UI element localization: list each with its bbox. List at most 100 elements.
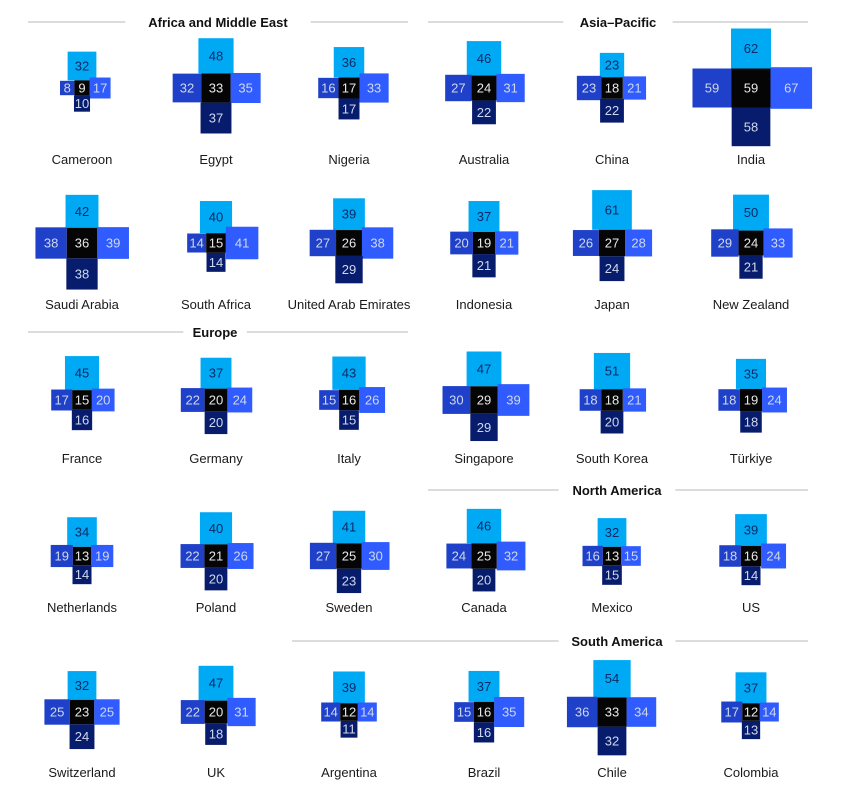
bottom-value-label: 22 (605, 103, 619, 118)
right-square (770, 67, 813, 109)
country-label: Argentina (321, 765, 377, 780)
left-square (721, 701, 743, 723)
top-value-label: 42 (75, 204, 89, 219)
bottom-square (339, 410, 359, 430)
right-square (625, 229, 653, 257)
top-square (593, 660, 631, 698)
country-glyph: 47 22 31 18 20 UK (180, 665, 256, 780)
top-square (199, 512, 233, 545)
left-square (576, 75, 602, 101)
country-label: UK (207, 765, 225, 780)
country-glyph: 39 18 24 14 16 US (719, 514, 787, 615)
right-value-label: 21 (627, 393, 641, 408)
center-value-label: 24 (477, 81, 491, 96)
bottom-value-label: 22 (477, 105, 491, 120)
section-title: Asia–Pacific (580, 15, 657, 30)
top-square (466, 508, 502, 544)
country-label: Chile (597, 765, 627, 780)
right-value-label: 14 (360, 705, 374, 720)
right-value-label: 33 (771, 236, 785, 251)
right-value-label: 31 (503, 81, 517, 96)
left-square (35, 227, 67, 259)
bottom-square (741, 566, 761, 586)
top-square (333, 671, 365, 704)
country-glyph: 43 15 26 15 16 Italy (319, 356, 386, 466)
country-glyph: 37 15 35 16 16 Brazil (454, 670, 525, 780)
right-value-label: 33 (367, 81, 381, 96)
country-glyph: 47 30 39 29 29 Singapore (442, 351, 530, 466)
left-value-label: 15 (322, 393, 336, 408)
center-square (731, 68, 771, 108)
bottom-square (69, 724, 95, 750)
bottom-square (731, 107, 771, 147)
country-glyph: 32 16 15 15 13 Mexico (582, 518, 641, 615)
top-square (198, 38, 234, 74)
top-square (468, 201, 500, 232)
center-value-label: 21 (209, 549, 223, 564)
bottom-square (472, 254, 496, 278)
center-square (66, 227, 98, 259)
top-square (731, 28, 771, 69)
country-label: Singapore (454, 451, 513, 466)
bottom-square (206, 252, 226, 272)
country-label: New Zealand (713, 297, 790, 312)
country-glyph: 40 22 26 20 21 Poland (180, 512, 254, 615)
left-value-label: 25 (50, 705, 64, 720)
section-headers: Africa and Middle East Asia–Pacific Europe… (28, 13, 808, 650)
left-value-label: 27 (451, 81, 465, 96)
center-value-label: 29 (477, 393, 491, 408)
section-title: Africa and Middle East (148, 15, 288, 30)
bottom-square (600, 98, 624, 123)
right-value-label: 24 (233, 393, 247, 408)
top-square (198, 665, 234, 701)
country-label: Netherlands (47, 600, 118, 615)
top-square (332, 510, 366, 544)
top-value-label: 37 (477, 209, 491, 224)
center-value-label: 16 (477, 705, 491, 720)
left-square (180, 388, 205, 412)
bottom-value-label: 11 (342, 722, 356, 737)
bottom-value-label: 38 (75, 266, 89, 281)
top-value-label: 32 (75, 59, 89, 74)
right-square (626, 697, 657, 727)
center-square (72, 546, 92, 566)
top-square (599, 52, 625, 78)
left-square (454, 702, 474, 722)
bottom-square (739, 255, 763, 279)
bottom-value-label: 13 (744, 722, 758, 737)
country-glyph: 36 16 33 17 17 Nigeria (318, 47, 389, 167)
country-glyph: 34 19 19 14 13 Netherlands (47, 517, 118, 615)
center-value-label: 15 (209, 236, 223, 251)
country-glyph: 48 32 35 37 33 Egypt (172, 38, 261, 167)
left-square (718, 389, 740, 411)
country-glyph: 50 29 33 21 24 New Zealand (711, 194, 793, 312)
bottom-square (340, 720, 358, 738)
left-square (321, 702, 341, 722)
right-square (91, 388, 115, 412)
bottom-square (599, 256, 625, 282)
country-glyph: 32 8 17 109 Cameroon (52, 51, 112, 167)
left-value-label: 26 (579, 236, 593, 251)
left-value-label: 22 (185, 393, 199, 408)
bottom-value-label: 14 (75, 567, 89, 582)
top-value-label: 48 (209, 48, 223, 63)
top-value-label: 32 (75, 678, 89, 693)
left-square (582, 545, 603, 567)
top-value-label: 36 (342, 55, 356, 70)
center-value-label: 36 (75, 236, 89, 251)
country-label: South Korea (576, 451, 649, 466)
center-value-label: 20 (209, 393, 223, 408)
top-value-label: 47 (209, 676, 223, 691)
top-square (592, 190, 632, 230)
right-value-label: 39 (506, 393, 520, 408)
center-square (69, 699, 95, 725)
left-value-label: 22 (185, 705, 199, 720)
left-value-label: 36 (575, 705, 589, 720)
left-value-label: 29 (718, 236, 732, 251)
center-square (602, 546, 622, 566)
country-label: Nigeria (328, 152, 370, 167)
center-value-label: 33 (209, 81, 223, 96)
bottom-value-label: 23 (342, 573, 356, 588)
top-square (65, 194, 99, 228)
right-square (495, 231, 519, 255)
